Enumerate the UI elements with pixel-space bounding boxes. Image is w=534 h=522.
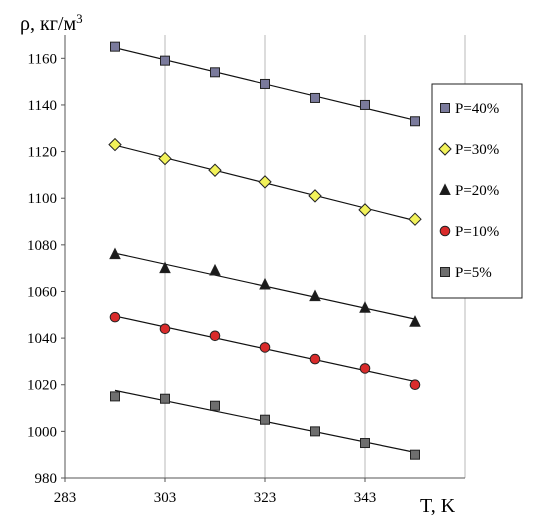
data-point <box>309 289 321 302</box>
data-point <box>109 311 121 323</box>
y-tick-label: 1040 <box>27 331 57 347</box>
y-tick-label: 1100 <box>28 191 57 207</box>
data-point <box>159 323 171 335</box>
data-point <box>158 151 172 166</box>
legend-label: P=5% <box>455 265 492 281</box>
legend-label: P=10% <box>455 224 499 240</box>
data-point <box>360 99 370 110</box>
y-tick-label: 980 <box>35 471 58 487</box>
data-point <box>258 175 272 189</box>
data-point <box>260 414 270 425</box>
data-point <box>410 116 420 127</box>
legend: P=40% P=30% P=20% P=10% P=5% <box>431 83 523 299</box>
data-point <box>210 400 220 411</box>
data-point <box>309 353 321 365</box>
y-tick-label: 1020 <box>27 378 57 394</box>
data-point <box>360 438 370 449</box>
x-tick-label: 283 <box>54 490 77 506</box>
legend-marker <box>439 183 451 195</box>
data-point <box>310 92 320 103</box>
y-tick-label: 1080 <box>27 238 57 254</box>
data-point <box>108 137 122 152</box>
data-point <box>210 67 220 78</box>
data-point <box>109 247 121 260</box>
data-point <box>259 342 271 353</box>
data-point <box>110 41 120 52</box>
legend-label: P=40% <box>455 101 499 117</box>
legend-marker <box>440 103 450 113</box>
data-point <box>409 315 421 327</box>
data-point <box>159 261 171 274</box>
y-tick-label: 1000 <box>27 424 57 440</box>
data-point <box>209 330 221 342</box>
y-tick-label: 1060 <box>27 284 57 300</box>
x-axis-title: T, K <box>420 495 456 517</box>
y-tick-label: 1160 <box>28 51 57 67</box>
x-tick-label: 343 <box>354 490 377 506</box>
data-point <box>308 189 322 203</box>
data-point <box>358 203 372 217</box>
data-point <box>110 391 120 402</box>
data-point <box>409 379 421 391</box>
data-point <box>359 301 371 313</box>
data-point <box>259 277 271 290</box>
legend-marker <box>440 267 450 277</box>
data-point <box>408 212 422 226</box>
y-tick-label: 1140 <box>28 98 57 114</box>
legend-label: P=30% <box>455 142 499 158</box>
legend-label: P=20% <box>455 183 499 199</box>
data-point <box>209 263 221 276</box>
legend-marker <box>439 225 451 237</box>
data-point <box>160 55 170 66</box>
y-axis-title: ρ, кг/м3 <box>20 11 83 36</box>
data-point <box>160 393 170 404</box>
data-point <box>410 449 420 460</box>
data-point <box>208 163 222 177</box>
data-point <box>359 363 371 374</box>
y-tick-label: 1120 <box>28 145 57 161</box>
x-tick-label: 323 <box>254 490 277 506</box>
x-tick-label: 303 <box>154 490 177 506</box>
legend-marker <box>438 142 452 156</box>
data-point <box>310 426 320 437</box>
data-point <box>260 78 270 89</box>
